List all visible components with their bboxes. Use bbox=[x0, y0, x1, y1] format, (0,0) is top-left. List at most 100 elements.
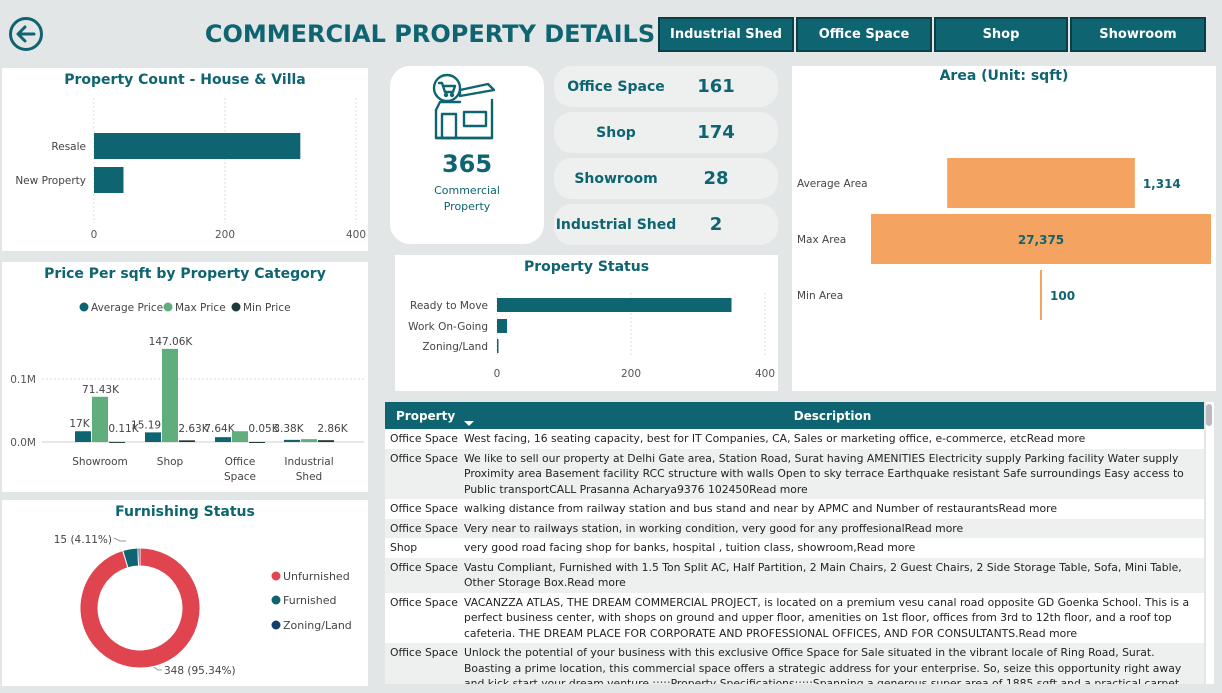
x-tick-label: 400 bbox=[755, 368, 775, 380]
legend-swatch bbox=[271, 571, 281, 581]
category-label: Zoning/Land bbox=[422, 341, 488, 353]
data-label: 2.86K bbox=[317, 423, 348, 435]
property-cell: Office Space bbox=[385, 448, 461, 499]
total-property-label-1: Commercial bbox=[434, 184, 500, 197]
nav-button-showroom[interactable]: Showroom bbox=[1070, 17, 1206, 52]
table-row[interactable]: Office Space VACANZZA ATLAS, THE DREAM CO… bbox=[385, 593, 1204, 644]
category-label: Space bbox=[224, 471, 256, 483]
legend-swatch bbox=[79, 302, 89, 312]
bar bbox=[497, 298, 732, 312]
data-label: 15.19K bbox=[131, 419, 169, 431]
bar bbox=[1040, 270, 1042, 320]
area-title: Area (Unit: sqft) bbox=[939, 68, 1069, 84]
bar bbox=[284, 439, 300, 442]
kpi-value: 2 bbox=[709, 214, 723, 235]
column-header-description-label: Description bbox=[793, 408, 872, 423]
table-row[interactable]: Office Space Vastu Compliant, Furnished w… bbox=[385, 557, 1204, 593]
bar bbox=[215, 437, 231, 442]
legend-swatch bbox=[231, 302, 241, 312]
description-cell: Unlock the potential of your business wi… bbox=[461, 643, 1204, 684]
data-label: 15 (4.11%) bbox=[54, 534, 112, 546]
table-row[interactable]: Office Space walking distance from railwa… bbox=[385, 499, 1204, 519]
bar bbox=[947, 158, 1135, 208]
table-row[interactable]: Office Space West facing, 16 seating capa… bbox=[385, 429, 1204, 449]
description-cell: walking distance from railway station an… bbox=[464, 502, 1057, 515]
category-label: Max Area bbox=[797, 234, 846, 246]
bar bbox=[497, 339, 499, 353]
data-label: 0.11K bbox=[108, 423, 139, 435]
nav-button-office-space[interactable]: Office Space bbox=[796, 17, 932, 52]
area-card: Area (Unit: sqft) Average Area 1,314 Max A… bbox=[792, 66, 1216, 391]
property-description-table[interactable]: Property Description Office Space West fa… bbox=[385, 402, 1204, 684]
x-tick-label: 0 bbox=[494, 368, 501, 380]
property-count-title: Property Count - House & Villa bbox=[64, 72, 306, 88]
property-status-title: Property Status bbox=[523, 259, 650, 275]
kpi-label: Office Space bbox=[567, 78, 665, 95]
bar bbox=[301, 439, 317, 442]
table-scrollbar-track[interactable] bbox=[1206, 402, 1214, 684]
bar bbox=[109, 441, 125, 443]
category-label: Office bbox=[225, 456, 256, 468]
category-label: Industrial bbox=[284, 456, 333, 468]
category-label: Showroom bbox=[72, 456, 128, 468]
kpi-label: Industrial Shed bbox=[555, 216, 677, 233]
furnishing-card: Furnishing Status 15 (4.11%) 348 (95.34%)… bbox=[2, 500, 368, 686]
description-cell: VACANZZA ATLAS, THE DREAM COMMERCIAL PRO… bbox=[464, 595, 1190, 640]
total-property-card: 365 Commercial Property bbox=[390, 66, 544, 244]
data-label: 0.05K bbox=[248, 423, 279, 435]
data-label: 71.43K bbox=[82, 384, 120, 396]
property-cell: Office Space bbox=[390, 502, 458, 515]
nav-button-shop[interactable]: Shop bbox=[934, 17, 1068, 52]
leader-line bbox=[153, 666, 162, 671]
property-cell: Office Space bbox=[390, 595, 458, 609]
legend-swatch bbox=[271, 620, 281, 630]
kpi-label: Shop bbox=[596, 124, 636, 141]
legend-label: Zoning/Land bbox=[283, 619, 352, 632]
furnishing-chart: 15 (4.11%) 348 (95.34%) Unfurnished Furnish… bbox=[54, 534, 352, 677]
description-cell: West facing, 16 seating capacity, best f… bbox=[464, 432, 1086, 445]
back-arrow-icon[interactable] bbox=[8, 16, 44, 52]
legend-label: Furnished bbox=[283, 594, 337, 607]
data-label: 100 bbox=[1050, 289, 1075, 303]
y-tick-label: 0.1M bbox=[10, 374, 36, 386]
property-cell: Office Space bbox=[385, 557, 461, 593]
category-label: New Property bbox=[15, 175, 86, 187]
bar bbox=[92, 396, 108, 442]
property-cell: Office Space bbox=[385, 518, 461, 538]
category-label: Shed bbox=[296, 471, 322, 483]
table-row[interactable]: Shop very good road facing shop for banks… bbox=[385, 538, 1204, 558]
property-cell: Shop bbox=[390, 541, 418, 554]
description-cell: Very near to railways station, in workin… bbox=[461, 518, 1204, 538]
sort-descending-icon[interactable] bbox=[463, 420, 475, 428]
kpi-value: 161 bbox=[697, 76, 735, 97]
description-cell: very good road facing shop for banks, ho… bbox=[464, 541, 916, 554]
bar bbox=[249, 441, 265, 443]
legend-swatch bbox=[271, 595, 281, 605]
data-label: 3.38K bbox=[273, 423, 304, 435]
leader-line bbox=[113, 537, 126, 542]
table-row[interactable]: Office Space Unlock the potential of your… bbox=[385, 643, 1204, 684]
y-tick-label: 0.0M bbox=[10, 437, 36, 449]
description-cell: We like to sell our property at Delhi Ga… bbox=[461, 448, 1204, 499]
x-tick-label: 400 bbox=[346, 229, 366, 241]
shop-building-icon bbox=[432, 73, 496, 140]
legend-swatch bbox=[163, 302, 173, 312]
table-row[interactable]: Office Space Very near to railways statio… bbox=[385, 518, 1204, 538]
table-row[interactable]: Office Space We like to sell our property… bbox=[385, 448, 1204, 499]
nav-button-industrial-shed[interactable]: Industrial Shed bbox=[658, 17, 794, 52]
data-label: 17K bbox=[69, 418, 90, 430]
bar bbox=[871, 214, 1211, 264]
page-title: COMMERCIAL PROPERTY DETAILS bbox=[204, 20, 656, 48]
kpi-pill-shop: Shop 174 bbox=[554, 112, 778, 153]
kpi-label: Showroom bbox=[574, 170, 658, 187]
legend-label: Unfurnished bbox=[283, 570, 350, 583]
area-chart: Average Area 1,314 Max Area 27,375 Min Area 1… bbox=[797, 158, 1211, 320]
table-scrollbar-thumb[interactable] bbox=[1206, 404, 1212, 426]
bar bbox=[497, 319, 508, 333]
column-header-property[interactable]: Property bbox=[385, 402, 461, 429]
column-header-description[interactable]: Description bbox=[461, 402, 1204, 429]
category-label: Resale bbox=[51, 141, 86, 153]
price-per-sqft-card: Price Per sqft by Property Category Aver… bbox=[2, 262, 368, 492]
property-cell: Office Space bbox=[390, 432, 458, 445]
bar bbox=[318, 440, 334, 442]
